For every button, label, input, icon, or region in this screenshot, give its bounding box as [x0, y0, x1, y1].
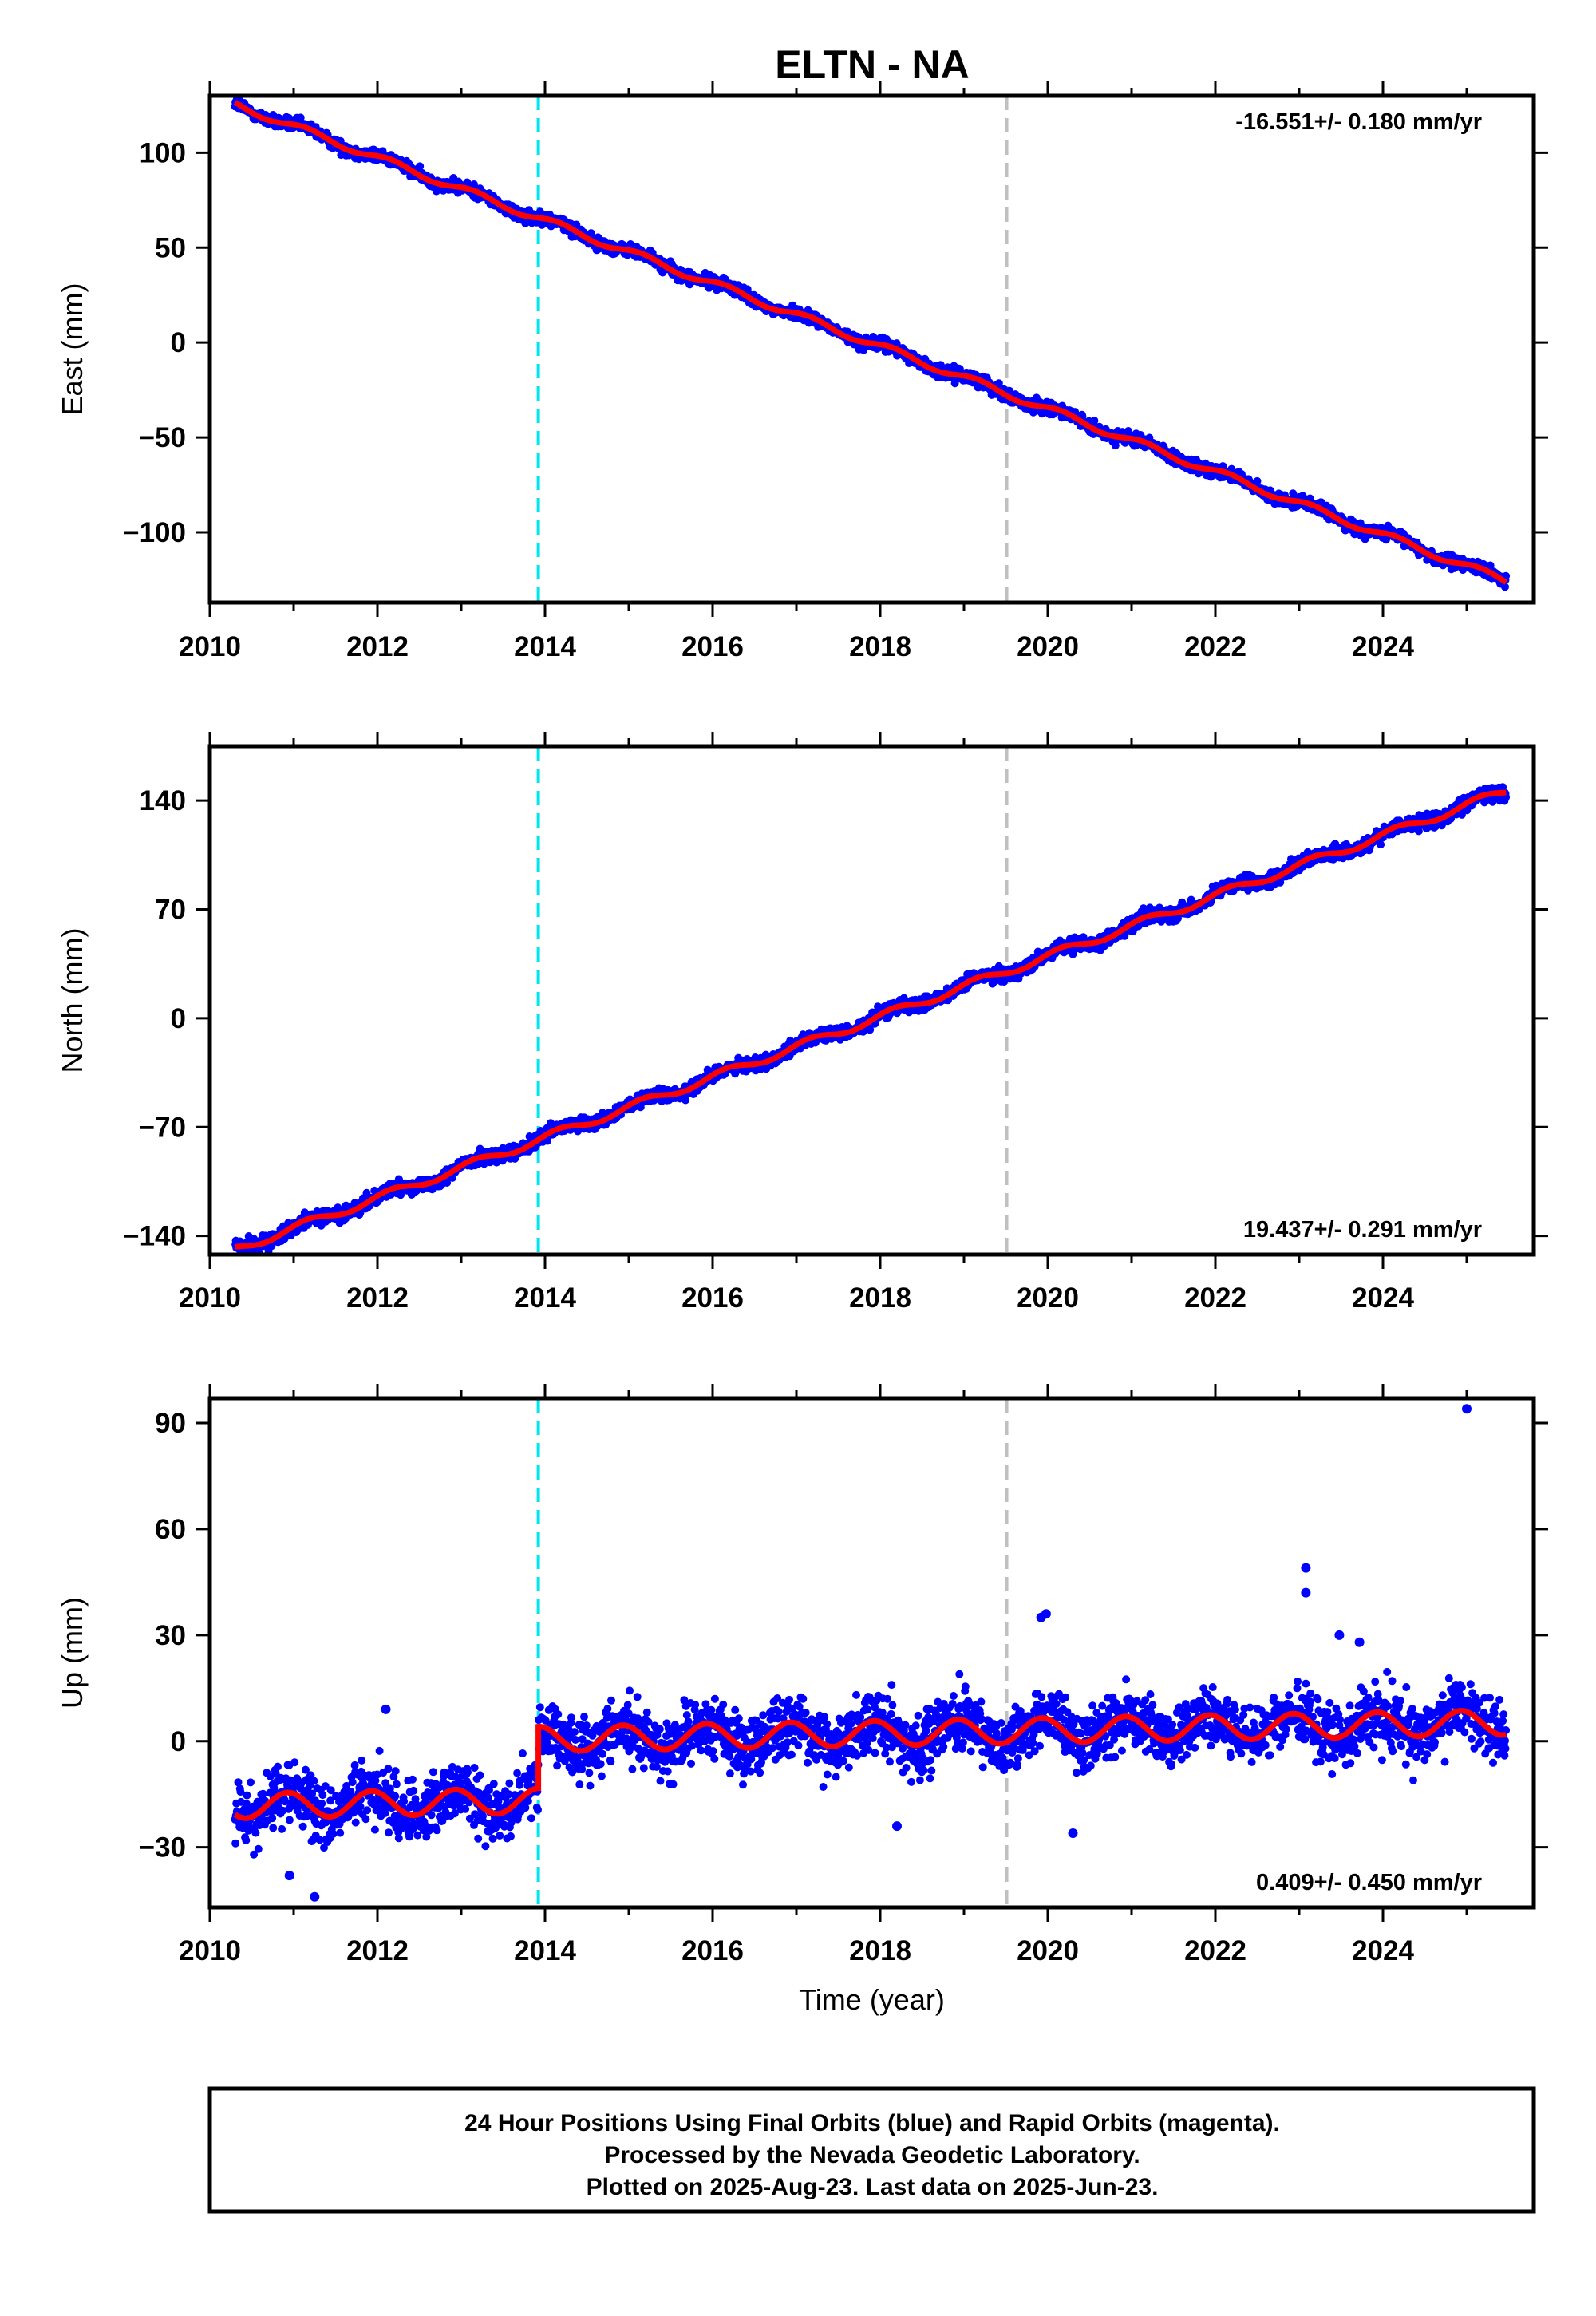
data-point — [1486, 561, 1495, 570]
y-tick-label: −50 — [139, 422, 186, 453]
x-tick-label: 2024 — [1352, 631, 1414, 662]
rate-label: -16.551+/- 0.180 mm/yr — [1235, 109, 1482, 135]
data-point — [1501, 583, 1509, 591]
x-tick-label: 2022 — [1184, 631, 1246, 662]
plot-frame — [207, 93, 1536, 605]
y-tick-label: 0 — [171, 327, 186, 358]
y-tick-label: 50 — [155, 232, 186, 263]
x-tick-label: 2016 — [681, 631, 744, 662]
fit-line — [233, 100, 1508, 585]
figure-title: ELTN - NA — [775, 42, 969, 87]
x-tick-label: 2012 — [346, 631, 409, 662]
y-tick-label: 100 — [140, 137, 186, 168]
x-tick-label: 2018 — [849, 631, 911, 662]
north-panel: 2010 2012 2014 2016 2018 2020 2022 2024140700−7… — [56, 732, 1548, 1314]
x-tick-label: 2014 — [514, 631, 576, 662]
y-axis-label: East (mm) — [56, 283, 89, 416]
data-point — [535, 207, 544, 216]
y-tick-label: −100 — [123, 517, 186, 548]
east-panel: 2010 2012 2014 2016 2018 2020 2022 2024 100 50 0 −5… — [56, 81, 1548, 662]
data-point — [416, 162, 425, 171]
data-point — [681, 1096, 690, 1105]
data-point — [1090, 417, 1099, 425]
x-tick-label: 2020 — [1017, 631, 1079, 662]
data-point — [1253, 476, 1262, 485]
x-tick-label: 2010 — [179, 631, 241, 662]
